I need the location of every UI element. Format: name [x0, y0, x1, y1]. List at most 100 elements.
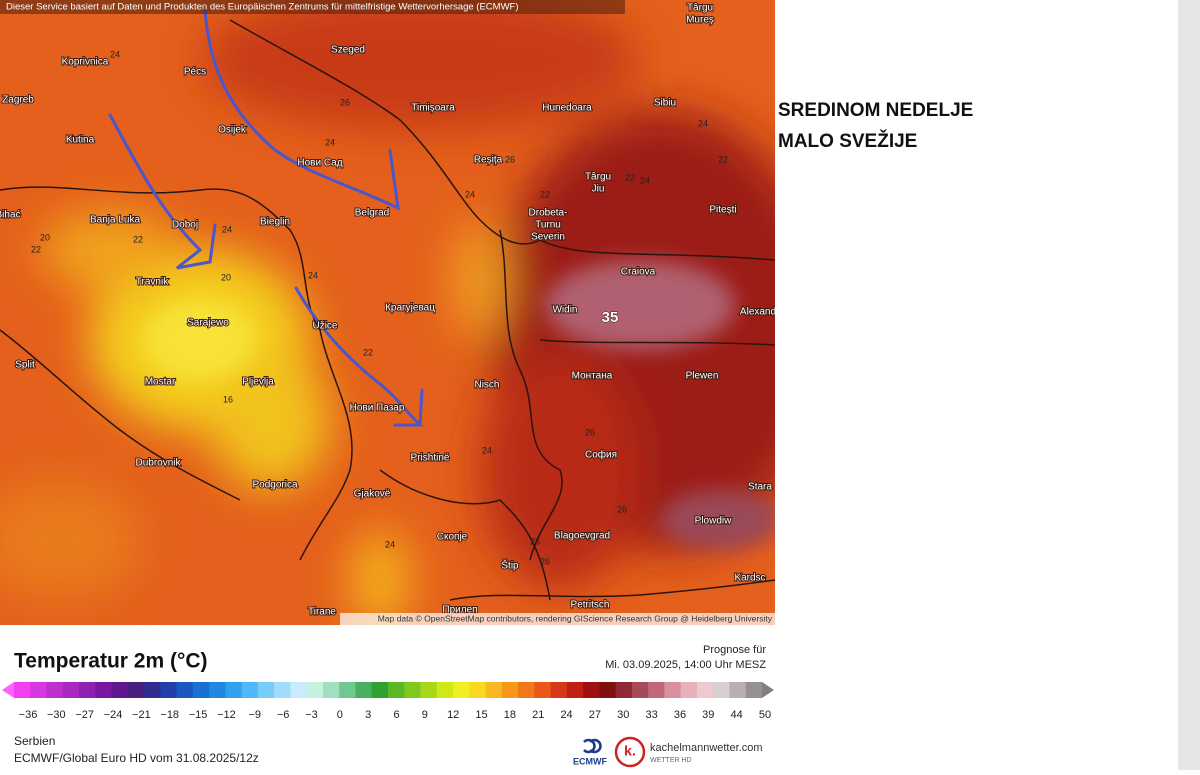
contour-label: 22 [133, 234, 143, 244]
scale-ticks: −36 −30 −27 −24 −21 −18 −15 −12 −9 −6 −3 0 3 6 9 12 15 18… [19, 709, 771, 721]
contour-labels: 24 26 24 24 26 22 24 22 22 24 20 22 22 24 20 24 22 16 24 26… [31, 49, 728, 566]
scale-segment [615, 682, 633, 698]
contour-label: 22 [363, 347, 373, 357]
place-label: Widin [552, 305, 577, 316]
place-label: Gjakovë [354, 489, 391, 500]
place-label: Plewen [686, 371, 719, 382]
place-label: Zagreb [2, 95, 34, 106]
contour-label: 24 [325, 137, 335, 147]
logo-text: ECMWF [573, 756, 607, 766]
scale-segment [550, 682, 568, 698]
scale-segment [745, 682, 763, 698]
logo-text: kachelmannwetter.com [650, 742, 763, 754]
scale-segment [176, 682, 194, 698]
header-note: Dieser Service basiert auf Daten und Pro… [6, 2, 519, 13]
scale-tick-label: 44 [731, 709, 743, 721]
place-label: Drobeta- [529, 208, 568, 219]
scale-tick-label: −6 [277, 709, 290, 721]
place-label: Štip [501, 559, 519, 572]
place-label: Severin [531, 232, 565, 243]
place-label: Hunedoara [542, 103, 592, 114]
place-label: Užice [312, 321, 337, 332]
logo-tagline: WETTER HD [650, 757, 692, 764]
scale-segment [518, 682, 535, 698]
map-credit: Map data © OpenStreetMap contributors, r… [378, 613, 773, 623]
contour-label: 20 [221, 272, 231, 282]
scale-segment [95, 682, 113, 698]
ecmwf-logo: ECMWF [573, 738, 607, 766]
scale-segment [371, 682, 389, 698]
place-label: Timișoara [411, 103, 455, 114]
scale-segment [648, 682, 665, 698]
place-label: Dubrovnik [135, 458, 181, 469]
scale-segment [420, 682, 438, 698]
scale-segment [599, 682, 617, 698]
scale-tick-label: −3 [305, 709, 318, 721]
place-label: Reșița [474, 155, 503, 166]
place-label: Doboj [172, 220, 198, 231]
scale-segment [290, 682, 308, 698]
legend-title: Temperatur 2m (°C) [14, 650, 208, 673]
place-label: Крагујевац [385, 303, 435, 314]
scale-segment [306, 682, 324, 698]
scale-tick-label: 9 [422, 709, 428, 721]
place-label: Нови Сад [297, 158, 342, 169]
place-label: Pljevlja [242, 377, 274, 388]
scale-tick-label: 39 [702, 709, 714, 721]
place-label: Монтана [572, 371, 613, 382]
scale-segment [404, 682, 422, 698]
place-label: Pitești [709, 205, 736, 216]
scale-tick-label: −18 [160, 709, 179, 721]
region: Serbien [14, 734, 55, 748]
place-label: Koprivnica [62, 57, 109, 68]
scale-tick-label: 33 [645, 709, 657, 721]
contour-label: 24 [110, 49, 120, 59]
scale-segment [436, 682, 454, 698]
scale-segment [631, 682, 649, 698]
scale-segment [339, 682, 356, 698]
place-label: Pécs [184, 67, 206, 78]
scale-segment [469, 682, 487, 698]
place-label: Alexand [740, 307, 776, 318]
scale-tick-label: −15 [189, 709, 208, 721]
place-label: Prishtinë [411, 453, 450, 464]
scale-tick-label: −21 [132, 709, 151, 721]
annotation-text: MALO SVEŽIJE [778, 130, 917, 152]
place-label: Szeged [331, 45, 365, 56]
place-label: Sibiu [654, 98, 676, 109]
scale-segment [127, 682, 145, 698]
scale-end [762, 682, 774, 698]
scale-segment [62, 682, 80, 698]
scale-segment [355, 682, 373, 698]
contour-label: 22 [718, 154, 728, 164]
contour-label: 26 [340, 97, 350, 107]
color-scale [2, 682, 774, 698]
scale-segment [680, 682, 698, 698]
scale-segment [729, 682, 747, 698]
scale-tick-label: 50 [759, 709, 771, 721]
place-label: Stara [748, 482, 772, 493]
place-label: София [585, 449, 617, 461]
contour-label: 16 [223, 394, 233, 404]
contour-label: 26 [505, 154, 515, 164]
scale-tick-label: 24 [560, 709, 572, 721]
contour-label: 24 [222, 224, 232, 234]
place-label: Petritsch [571, 600, 610, 611]
place-label: Bieglin [260, 217, 290, 228]
scale-segment [111, 682, 129, 698]
kachelmann-logo: k. kachelmannwetter.com WETTER HD [614, 736, 763, 768]
scale-segment [501, 682, 519, 698]
place-label: Blagoevgrad [554, 531, 610, 542]
scale-segment [192, 682, 210, 698]
scale-segment [485, 682, 503, 698]
contour-label: 26 [585, 427, 595, 437]
contour-label: 26 [540, 556, 550, 566]
scale-segment [46, 682, 64, 698]
scale-tick-label: −30 [47, 709, 66, 721]
place-label: Kardsc [734, 573, 765, 584]
scale-segment [713, 682, 730, 698]
scale-segment [209, 682, 226, 698]
place-label: Târgu [687, 3, 713, 14]
scale-segment [696, 682, 714, 698]
max-label: 35 [602, 309, 619, 326]
